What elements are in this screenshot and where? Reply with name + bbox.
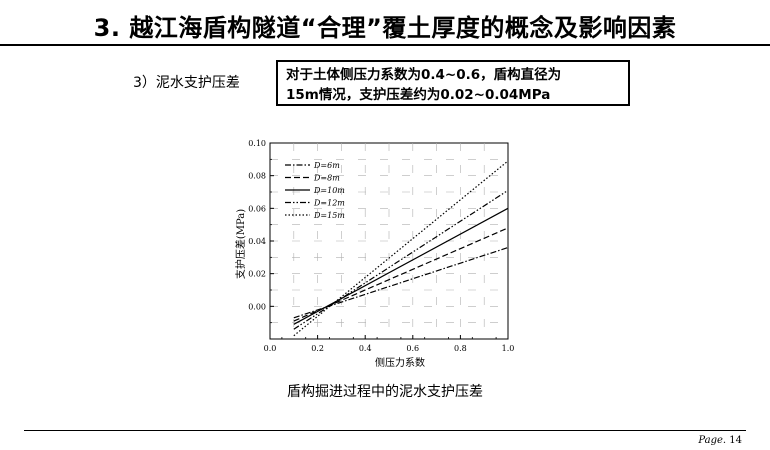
- x-tick-label: 0.2: [311, 344, 324, 353]
- y-tick-label: 0.00: [248, 302, 266, 311]
- x-axis-label: 侧压力系数: [375, 356, 425, 369]
- legend-label: D=8m: [313, 174, 340, 183]
- legend-label: D=15m: [313, 211, 345, 220]
- y-tick-label: 0.04: [248, 237, 266, 246]
- legend-label: D=12m: [313, 199, 345, 208]
- x-tick-label: 0.6: [406, 344, 419, 353]
- y-tick-label: 0.02: [248, 270, 266, 279]
- figure-caption: 盾构掘进过程中的泥水支护压差: [287, 384, 483, 400]
- title-divider: [0, 44, 770, 46]
- x-tick-label: 1.0: [502, 344, 515, 353]
- note-line-1: 对于土体侧压力系数为0.4~0.6，盾构直径为: [286, 67, 562, 83]
- legend-label: D=6m: [313, 161, 340, 170]
- footer-divider: [24, 430, 746, 431]
- x-tick-label: 0.4: [359, 344, 372, 353]
- x-tick-label: 0.0: [264, 344, 277, 353]
- page-number: 14: [729, 435, 742, 446]
- y-tick-label: 0.10: [248, 139, 266, 148]
- legend-label: D=10m: [313, 186, 345, 195]
- note-line-2: 15m情况，支护压差约为0.02~0.04MPa: [286, 87, 551, 103]
- y-tick-label: 0.08: [248, 172, 266, 181]
- pressure-chart: 0.0 0.2 0.4 0.6 0.8 1.0 0.00 0.02 0.04 0.06 0.08 0.…: [234, 139, 515, 369]
- series-line: [293, 207, 509, 325]
- series-line: [293, 160, 509, 337]
- section-label: 3）泥水支护压差: [133, 75, 240, 91]
- note-box: 对于土体侧压力系数为0.4~0.6，盾构直径为 15m情况，支护压差约为0.02…: [276, 60, 630, 106]
- y-axis-label: 支护压差(MPa): [234, 209, 247, 279]
- page-indicator: Page. 14: [698, 435, 742, 446]
- x-tick-label: 0.8: [454, 344, 467, 353]
- y-tick-label: 0.06: [248, 204, 266, 213]
- slide-title: 3. 越江海盾构隧道“合理”覆土厚度的概念及影响因素: [93, 14, 677, 42]
- page-label: Page.: [698, 435, 727, 446]
